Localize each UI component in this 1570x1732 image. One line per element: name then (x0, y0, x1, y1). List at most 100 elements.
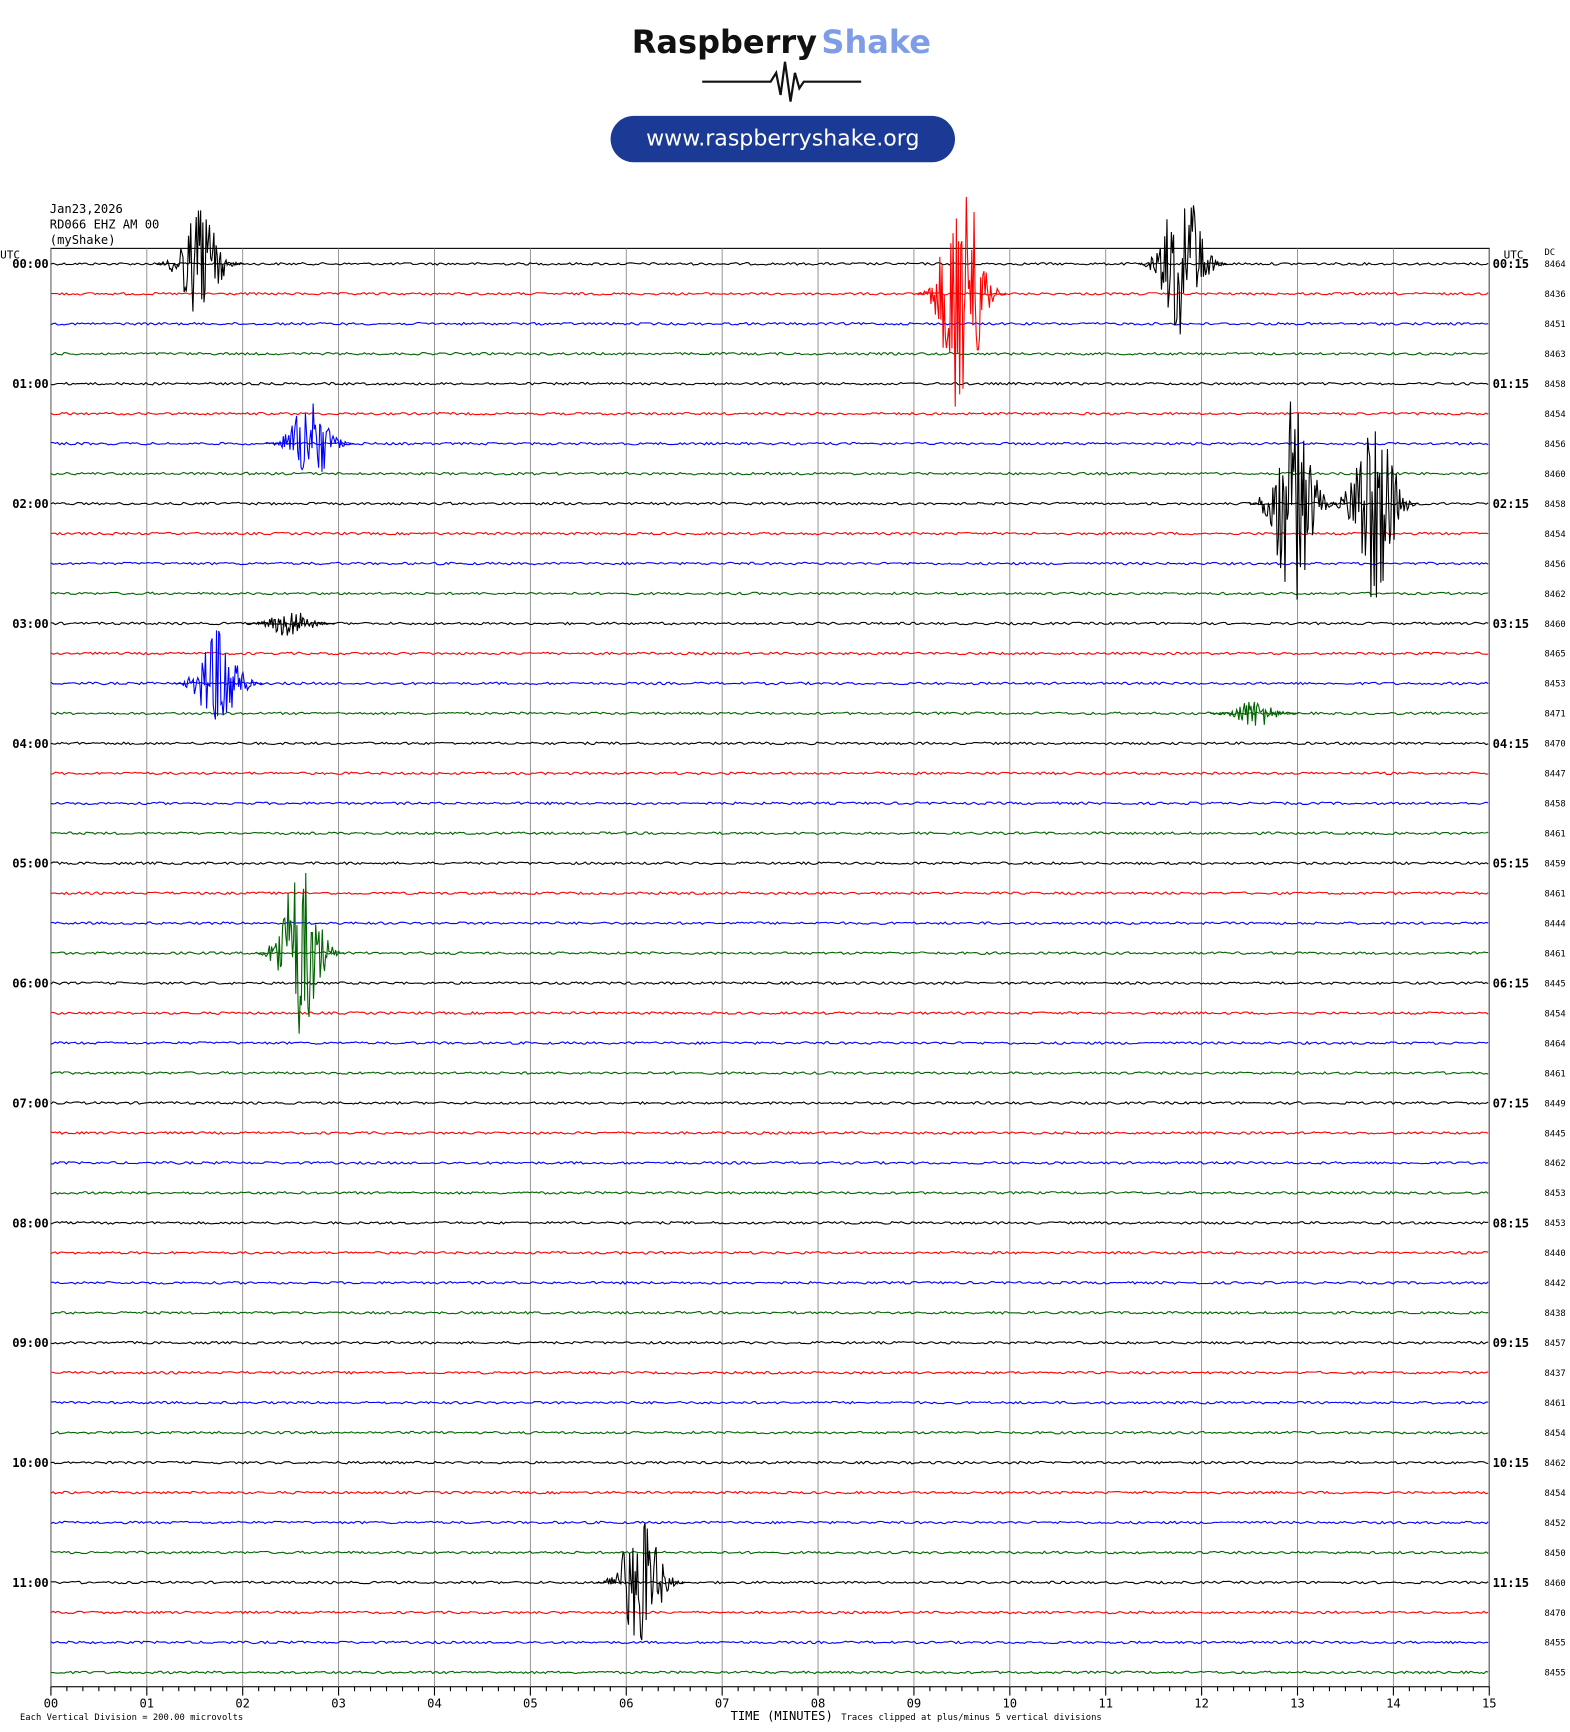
seismic-event (174, 630, 263, 720)
dc-value: 8456 (1544, 560, 1565, 570)
dc-value: 8454 (1544, 530, 1565, 540)
website-url[interactable]: www.raspberryshake.org (646, 127, 919, 152)
trace (50, 1550, 1489, 1555)
trace (50, 951, 1489, 956)
trace (50, 1520, 1489, 1525)
brand-name-accent: Shake (821, 23, 931, 61)
dc-value: 8449 (1544, 1099, 1565, 1109)
right-time-label: 01:15 (1493, 377, 1530, 391)
dc-value: 8451 (1544, 320, 1565, 330)
trace (50, 591, 1489, 596)
dc-value: 8465 (1544, 650, 1565, 660)
trace (50, 771, 1489, 776)
trace (50, 1280, 1489, 1285)
dc-label: DC (1544, 248, 1555, 258)
dc-value: 8454 (1544, 1489, 1565, 1499)
trace (50, 261, 1489, 266)
right-time-label: 07:15 (1493, 1096, 1530, 1110)
dc-value: 8457 (1544, 1339, 1565, 1349)
dc-value: 8463 (1544, 350, 1565, 360)
seismic-event (256, 873, 345, 1034)
left-time-label: 03:00 (12, 617, 49, 631)
trace (50, 1490, 1489, 1495)
trace (50, 1160, 1489, 1165)
dc-value: 8462 (1544, 1159, 1565, 1169)
left-time-label: 01:00 (12, 377, 49, 391)
station: RD066 EHZ AM 00 (50, 218, 160, 232)
left-time-label: 06:00 (12, 977, 49, 991)
trace (50, 921, 1489, 926)
trace (50, 1430, 1489, 1435)
x-tick-label: 00 (44, 1697, 59, 1711)
seismic-event (265, 403, 355, 472)
dc-value: 8437 (1544, 1369, 1565, 1379)
dc-value: 8460 (1544, 470, 1565, 480)
seismic-event (1329, 431, 1419, 598)
left-time-label: 07:00 (12, 1096, 49, 1110)
trace (50, 981, 1489, 986)
trace (50, 891, 1489, 896)
dc-value: 8442 (1544, 1279, 1565, 1289)
x-tick-label: 05 (523, 1697, 538, 1711)
date: Jan23,2026 (50, 202, 123, 216)
trace (50, 1220, 1489, 1225)
dc-value: 8445 (1544, 1129, 1565, 1139)
right-time-label: 03:15 (1493, 617, 1530, 631)
x-tick-label: 11 (1098, 1697, 1113, 1711)
seismic-event (1248, 401, 1338, 600)
dc-value: 8461 (1544, 830, 1565, 840)
right-time-label: 10:15 (1493, 1456, 1530, 1470)
dc-value: 8445 (1544, 979, 1565, 989)
trace (50, 1610, 1489, 1615)
trace (50, 1670, 1489, 1675)
dc-value: 8460 (1544, 620, 1565, 630)
trace (50, 411, 1489, 416)
dc-value: 8464 (1544, 260, 1565, 270)
website-button[interactable] (610, 115, 955, 163)
plot-frame (50, 247, 1490, 1688)
trace (50, 801, 1489, 806)
left-time-label: 00:00 (12, 257, 49, 271)
left-time-label: 11:00 (12, 1576, 49, 1590)
seismic-event (917, 196, 1007, 407)
left-time-label: 05:00 (12, 857, 49, 871)
trace (50, 1400, 1489, 1405)
trace (50, 1340, 1489, 1345)
trace (50, 741, 1489, 746)
trace (50, 531, 1489, 536)
dc-value: 8453 (1544, 680, 1565, 690)
logo-wave (702, 61, 862, 102)
seismic-event (1137, 205, 1227, 335)
trace (50, 1310, 1489, 1315)
right-time-label: 05:15 (1493, 857, 1530, 871)
dc-value: 8470 (1544, 740, 1565, 750)
x-tick-label: 14 (1386, 1697, 1401, 1711)
dc-value: 8456 (1544, 440, 1565, 450)
dc-value: 8459 (1544, 860, 1565, 870)
dc-value: 8462 (1544, 590, 1565, 600)
trace (50, 1011, 1489, 1015)
trace (50, 1460, 1489, 1465)
scale-note: Each Vertical Division = 200.00 microvol… (20, 1713, 243, 1723)
trace (50, 1070, 1489, 1075)
dc-value: 8447 (1544, 770, 1565, 780)
x-tick-label: 01 (140, 1697, 155, 1711)
dc-value: 8454 (1544, 410, 1565, 420)
x-tick-label: 06 (619, 1697, 634, 1711)
left-time-label: 08:00 (12, 1216, 49, 1230)
brand-name: Raspberry (632, 23, 817, 61)
dc-value: 8458 (1544, 500, 1565, 510)
seismic-event (155, 210, 244, 312)
clip-note: Traces clipped at plus/minus 5 vertical … (841, 1713, 1101, 1723)
left-time-label: 09:00 (12, 1336, 49, 1350)
dc-value: 8464 (1544, 1039, 1565, 1049)
trace (50, 1100, 1489, 1105)
right-time-label: 09:15 (1493, 1336, 1530, 1350)
network: (myShake) (50, 233, 116, 247)
dc-value: 8458 (1544, 800, 1565, 810)
dc-value: 8461 (1544, 1069, 1565, 1079)
dc-value: 8461 (1544, 889, 1565, 899)
x-tick-label: 08 (811, 1697, 826, 1711)
